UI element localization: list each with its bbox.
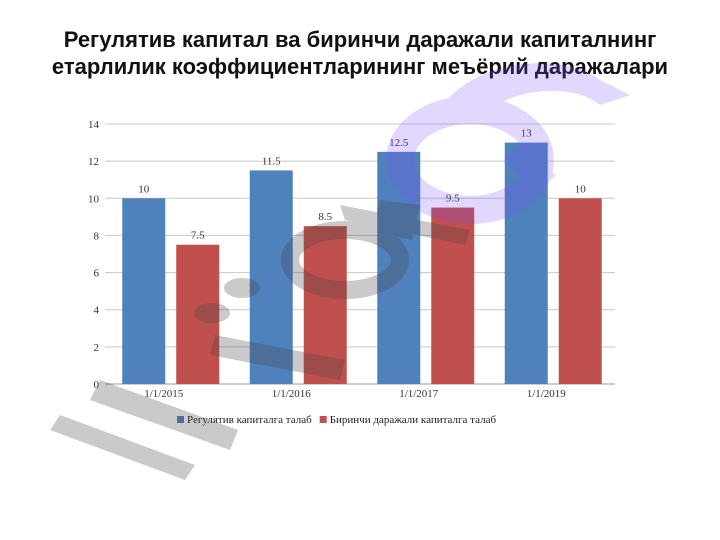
y-axis: 0 2 4 6 8 10 12 14 [88,119,100,391]
legend-label-2: Биринчи даражали капиталга талаб [330,414,497,426]
y-tick-label: 14 [88,119,100,131]
y-tick-label: 6 [94,268,100,280]
y-tick-label: 0 [94,379,100,391]
legend-swatch-2 [319,416,327,423]
bar-1-1 [122,198,166,384]
x-tick-label: 1/1/2016 [272,388,312,400]
bar-2-4 [558,198,602,384]
bar-1-3 [377,151,421,384]
data-label: 13 [521,128,533,140]
data-label: 11.5 [262,155,281,167]
y-tick-label: 12 [88,156,99,168]
bar-1-4 [504,142,548,384]
data-label: 10 [575,183,587,195]
y-tick-label: 2 [94,342,100,354]
data-label: 7.5 [191,230,205,242]
x-tick-label: 1/1/2019 [527,388,567,400]
x-tick-label: 1/1/2015 [144,388,184,400]
data-label: 10 [138,183,150,195]
data-label: 12.5 [389,137,409,149]
data-label: 9.5 [446,193,460,205]
bar-2-1 [176,244,220,384]
data-label: 8.5 [318,211,332,223]
bar-2-2 [303,226,347,384]
legend-swatch-1 [177,416,184,423]
legend-label-1: Регулятив капиталга талаб [187,414,312,426]
y-tick-label: 8 [94,230,100,242]
x-tick-label: 1/1/2017 [399,388,439,400]
bar-2-3 [431,207,475,384]
x-axis: 1/1/2015 1/1/2016 1/1/2017 1/1/2019 [144,388,566,400]
legend: Регулятив капиталга талаб Биринчи даражал… [177,414,496,426]
bars: 10 7.5 11.5 8.5 12.5 9.5 13 10 [122,128,602,384]
bar-1-2 [249,170,293,384]
chart-title: Регулятив капитал ва биринчи даражали ка… [51,27,669,79]
y-tick-label: 10 [88,193,100,205]
y-tick-label: 4 [94,305,100,317]
